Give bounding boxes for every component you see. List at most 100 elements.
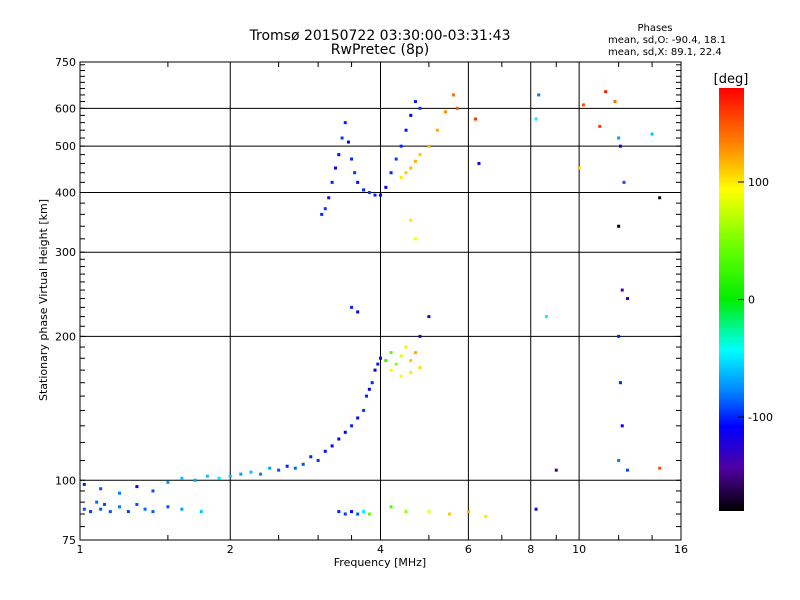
data-point: [350, 510, 354, 514]
data-point: [427, 315, 431, 319]
data-point: [444, 110, 448, 114]
x-tick-label: 1: [77, 543, 84, 556]
data-point: [82, 507, 86, 511]
data-point: [327, 196, 331, 200]
y-axis-label: Stationary phase Virtual Height [km]: [37, 199, 50, 401]
data-point: [362, 408, 366, 412]
data-point: [259, 472, 263, 476]
data-point: [409, 166, 413, 170]
data-point: [320, 212, 324, 216]
data-point: [365, 394, 369, 398]
x-tick-label: 6: [465, 543, 472, 556]
data-point: [409, 359, 413, 363]
data-point: [544, 315, 548, 319]
data-point: [418, 366, 422, 370]
data-point: [404, 128, 408, 132]
data-point: [180, 507, 184, 511]
data-point: [618, 381, 622, 385]
chart-subtitle: RwPretec (8p): [331, 42, 429, 58]
y-tick-label: 200: [55, 330, 76, 343]
data-point: [343, 430, 347, 434]
data-point: [413, 100, 417, 104]
data-point: [484, 514, 488, 518]
data-point: [340, 136, 344, 140]
data-point: [598, 124, 602, 128]
y-tick-label: 750: [55, 56, 76, 69]
data-points: [82, 90, 662, 518]
data-point: [404, 510, 408, 514]
data-point: [353, 171, 357, 175]
data-point: [394, 362, 398, 366]
x-axis-label: Frequency [MHz]: [334, 556, 426, 569]
data-point: [379, 193, 382, 197]
data-point: [618, 144, 622, 148]
data-point: [376, 362, 380, 366]
y-tick-label: 500: [55, 140, 76, 153]
y-tick-label: 75: [62, 534, 76, 547]
data-point: [384, 185, 388, 189]
stats-heading: Phases: [637, 23, 672, 34]
data-point: [239, 472, 243, 476]
x-tick-labels: 1 2 4 6 8 10 16: [77, 543, 689, 556]
data-point: [103, 502, 107, 506]
data-point: [537, 93, 541, 97]
data-point: [418, 334, 422, 338]
data-point: [409, 113, 413, 117]
chart-title: Tromsø 20150722 03:30:00-03:31:43: [249, 28, 511, 44]
data-point: [99, 487, 103, 491]
data-point: [404, 171, 408, 175]
data-point: [625, 297, 629, 301]
data-point: [126, 510, 130, 514]
data-point: [82, 482, 86, 486]
data-point: [581, 103, 585, 107]
data-point: [413, 237, 417, 241]
data-point: [389, 368, 393, 372]
data-point: [367, 512, 371, 516]
data-point: [620, 288, 624, 292]
data-point: [337, 153, 341, 157]
data-point: [409, 218, 413, 222]
data-point: [477, 161, 481, 165]
data-point: [413, 351, 417, 355]
data-point: [394, 157, 398, 161]
grid-lines: [80, 62, 681, 540]
data-point: [389, 171, 393, 175]
data-point: [399, 354, 403, 358]
data-point: [99, 507, 103, 511]
x-tick-label: 8: [527, 543, 534, 556]
data-point: [356, 310, 360, 314]
axis-ticks: [80, 62, 681, 540]
data-point: [293, 466, 297, 470]
x-tick-label: 4: [377, 543, 384, 556]
data-point: [617, 224, 621, 228]
colorbar-label: [deg]: [714, 72, 749, 87]
data-point: [118, 505, 122, 509]
data-point: [337, 437, 341, 441]
data-point: [604, 90, 608, 94]
data-point: [373, 368, 377, 372]
data-point: [466, 510, 470, 514]
data-point: [399, 374, 403, 378]
data-point: [268, 466, 272, 470]
data-point: [95, 500, 99, 504]
plot-area: [79, 61, 682, 541]
data-point: [413, 159, 417, 163]
data-point: [108, 510, 112, 514]
data-point: [323, 207, 327, 211]
y-tick-labels: 75 100 200 300 400 500 600 750: [55, 56, 76, 547]
data-point: [448, 512, 452, 516]
data-point: [409, 371, 413, 375]
data-point: [249, 470, 253, 474]
data-point: [418, 153, 422, 157]
y-tick-label: 100: [55, 474, 76, 487]
data-point: [323, 449, 327, 453]
data-point: [399, 144, 403, 148]
data-point: [658, 196, 662, 200]
data-point: [228, 474, 232, 478]
data-point: [473, 117, 477, 121]
data-point: [333, 166, 337, 170]
data-point: [622, 180, 626, 184]
y-tick-label: 300: [55, 246, 76, 259]
data-point: [389, 351, 393, 355]
